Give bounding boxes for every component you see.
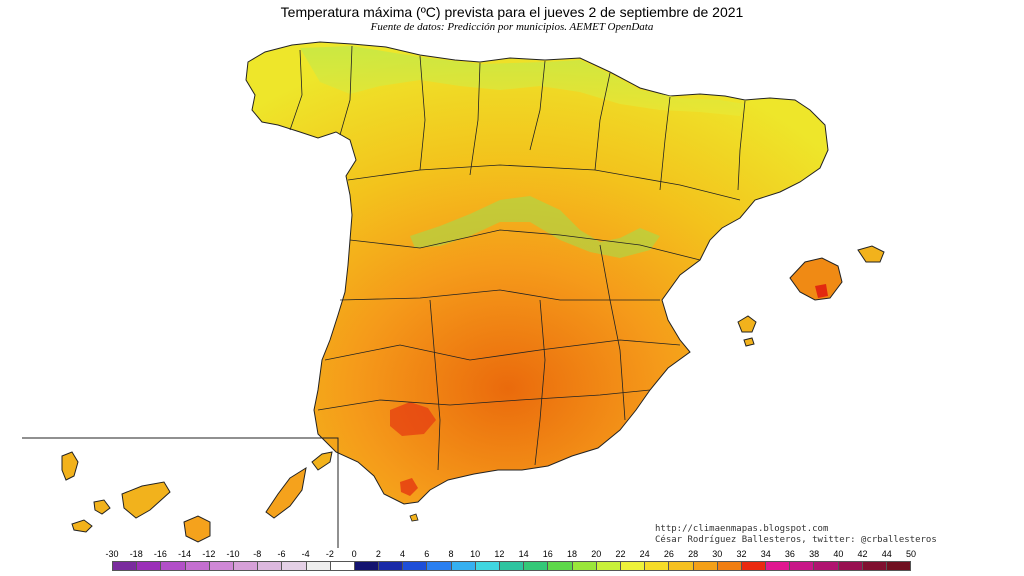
legend-swatch [427,562,452,570]
island-mallorca [789,257,843,301]
legend-swatch [862,562,887,570]
legend-tick-label: -8 [253,549,262,559]
island-lanzarote [311,451,333,471]
map-subtitle: Fuente de datos: Predicción por municipi… [370,21,654,33]
legend-swatch [814,562,839,570]
legend-swatch [137,562,162,570]
legend-tick-label: 30 [712,549,723,559]
legend-swatch [330,562,355,570]
canary-inset-frame [22,437,339,548]
legend-swatch [451,562,476,570]
central-system-cool [410,196,660,258]
legend-tick-label: 14 [518,549,529,559]
author-credit: César Rodríguez Ballesteros, twitter: @c… [655,535,937,545]
island-menorca [857,245,885,263]
legend-tick-labels: -30 -18 -16 -14 -12 -10 -8 -6 -4 -2 0 2 4 6 8 10 12 14 16 1… [102,549,922,561]
legend-tick-label: -14 [178,549,192,559]
hot-spot-malaga [400,478,418,496]
legend-swatch [838,562,863,570]
legend-swatch [741,562,767,570]
island-ibiza [737,315,757,333]
island-formentera [743,337,755,347]
map-title: Temperatura máxima (ºC) prevista para el… [280,4,744,20]
legend-tick-label: 10 [470,549,481,559]
legend-swatch [282,562,307,570]
legend-swatch [258,562,283,570]
northern-cool-band [300,46,745,116]
legend-tick-label: 2 [375,549,381,559]
ceuta [409,513,419,522]
legend-tick-label: 4 [400,549,406,559]
legend-swatch [790,562,815,570]
legend-swatch [766,562,791,570]
legend-swatch [548,562,573,570]
legend-tick-label: 12 [494,549,505,559]
legend-tick-label: 24 [639,549,650,559]
legend-tick-label: -6 [277,549,286,559]
legend-tick-label: 26 [663,549,674,559]
legend-tick-label: 40 [833,549,844,559]
legend-tick-label: 28 [688,549,699,559]
legend-swatch [354,562,380,570]
legend-tick-label: -30 [105,549,119,559]
legend-tick-label: 50 [905,549,916,559]
province-borders [289,45,746,471]
island-gran-canaria [183,515,211,543]
legend-tick-label: -4 [301,549,310,559]
legend-swatch [475,562,500,570]
legend-tick-label: -18 [129,549,143,559]
legend-swatch [306,562,331,570]
legend-tick-label: 8 [448,549,454,559]
legend-tick-label: 18 [567,549,578,559]
legend-tick-label: 44 [881,549,892,559]
legend-tick-label: -16 [153,549,167,559]
legend-tick-label: 6 [424,549,430,559]
legend-tick-label: 42 [857,549,868,559]
legend-swatch [887,562,911,570]
legend-tick-label: 16 [542,549,553,559]
legend-colorbar [112,561,911,571]
legend-swatch [645,562,670,570]
legend-swatch [403,562,428,570]
legend-swatch [717,562,742,570]
legend-swatch [620,562,646,570]
legend-tick-label: 36 [784,549,795,559]
legend-swatch [161,562,186,570]
blog-credit: http://climaenmapas.blogspot.com [655,524,829,534]
legend-tick-label: 38 [809,549,820,559]
hot-spot-guadalquivir [390,402,436,436]
legend-tick-label: 0 [351,549,357,559]
legend-tick-label: -2 [325,549,334,559]
island-mallorca-hot [815,284,828,298]
legend-tick-label: 20 [591,549,602,559]
legend-tick-label: -10 [226,549,240,559]
legend-swatch [500,562,525,570]
island-tenerife [121,481,171,519]
legend-swatch [113,562,138,570]
island-fuerteventura [265,466,307,519]
island-la-palma [61,451,79,481]
legend-swatch [572,562,597,570]
legend-tick-label: 32 [736,549,747,559]
legend-swatch [524,562,549,570]
mainland-spain [245,41,829,505]
legend-swatch [596,562,621,570]
legend-swatch [693,562,718,570]
legend-swatch [669,562,694,570]
island-la-gomera [93,499,111,515]
legend-swatch [379,562,404,570]
legend-swatch [233,562,259,570]
island-el-hierro [71,519,93,533]
legend-tick-label: 22 [615,549,626,559]
legend-tick-label: 34 [760,549,771,559]
legend-tick-label: -12 [202,549,216,559]
legend-swatch [185,562,210,570]
legend-swatch [209,562,234,570]
